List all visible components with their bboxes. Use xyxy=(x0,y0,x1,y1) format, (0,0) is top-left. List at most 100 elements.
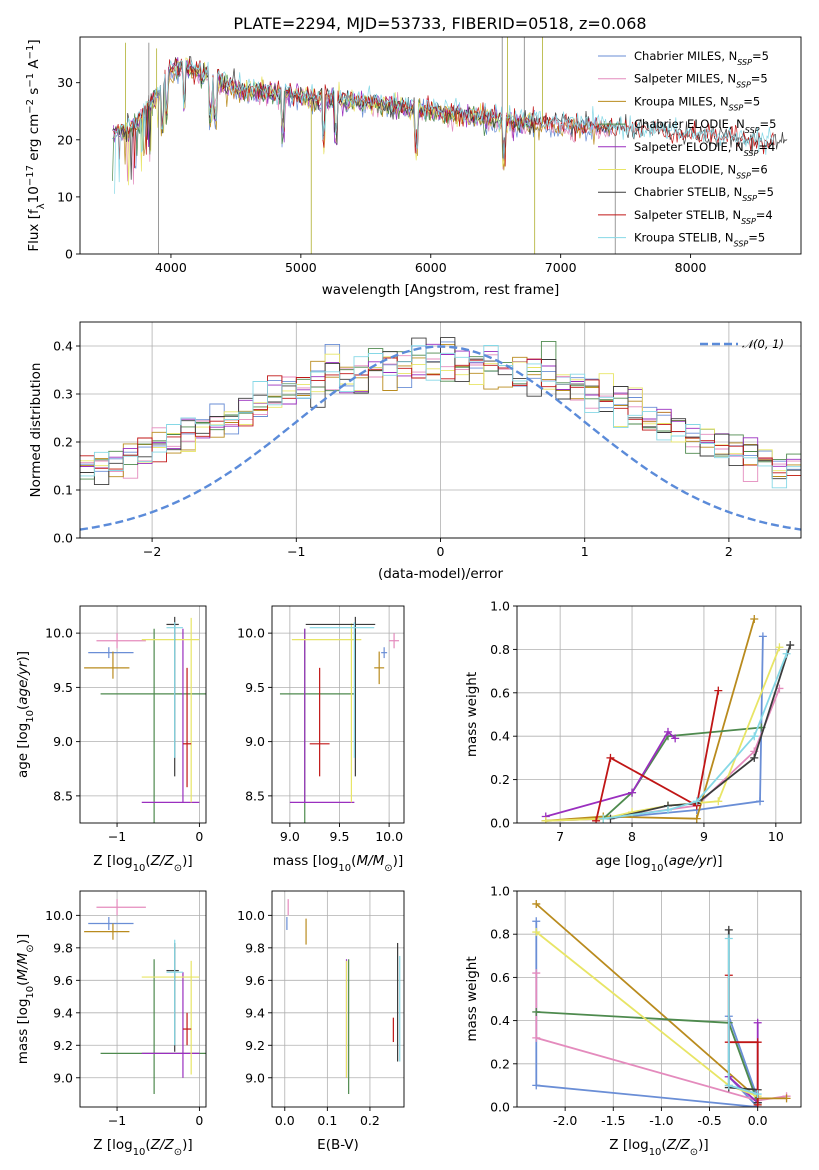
weight_vs_age-ylabel: mass weight xyxy=(464,672,480,757)
mass_vs_ebv-ytick-label: 9.6 xyxy=(245,973,265,988)
residual-hist-chabrier_stelib xyxy=(80,337,801,486)
spectrum-ylabel: Flux [fλ10−17 erg cm−2 s−1 A−1] xyxy=(25,39,47,251)
weight_vs_age-marker-chabrier_miles xyxy=(758,632,767,641)
weight_vs_age-xtick-label: 10 xyxy=(768,829,784,844)
weight_vs_Z-marker-kroupa_stelib xyxy=(724,1081,733,1090)
spectrum-xtick-label: 7000 xyxy=(545,260,577,275)
age_vs_mass-ytick-label: 8.5 xyxy=(245,788,265,803)
weight_vs_Z-ytick-label: 0.8 xyxy=(490,927,510,942)
legend-entry-chabrier_stelib: Chabrier STELIB, NSSP=5 xyxy=(634,185,774,203)
weight_vs_Z-ytick-label: 1.0 xyxy=(490,884,510,899)
mass_vs_Z-ylabel: mass [log10(M/M⊙)] xyxy=(15,934,36,1064)
weight_vs_Z-xtick-label: -1.0 xyxy=(649,1113,673,1128)
spectrum-xtick-label: 5000 xyxy=(285,260,317,275)
age_vs_mass-ytick-label: 10.0 xyxy=(237,626,265,641)
weight_vs_age-series-chabrier_miles xyxy=(545,636,764,822)
residuals-ytick-label: 0.1 xyxy=(53,483,73,498)
weight_vs_Z-xtick-label: 0.0 xyxy=(748,1113,768,1128)
legend-entry-kroupa_stelib: Kroupa STELIB, NSSP=5 xyxy=(634,231,765,249)
mass_vs_Z-panel: −1 0 9.0 9.2 9.4 9.6 9.8 10.0 Z [log10(Z/Z⊙)] mas… xyxy=(15,890,207,1158)
mass_vs_Z-xtick-label: 0 xyxy=(195,1113,203,1128)
weight_vs_Z-panel: -2.0 -1.5 -1.0 -0.5 0.0 0.0 0.2 0.4 0.6 0.8 1.0 Z [… xyxy=(464,884,802,1158)
weight_vs_Z-marker-salpeter_elodie xyxy=(753,1018,762,1027)
weight_vs_Z-marker-kroupa_miles xyxy=(782,1094,791,1103)
legend-entry-kroupa_elodie: Kroupa ELODIE, NSSP=6 xyxy=(634,163,768,181)
weight_vs_age-marker-kroupa_stelib xyxy=(599,814,608,823)
spectrum-xtick-label: 6000 xyxy=(415,260,447,275)
spectrum-frame xyxy=(79,36,802,255)
weight_vs_Z-series-kroupa_stelib xyxy=(727,938,758,1095)
residuals-ylabel: Normed distribution xyxy=(28,363,44,498)
mass_vs_Z-ytick-label: 9.8 xyxy=(53,940,73,955)
weight_vs_age-xtick-label: 7 xyxy=(556,829,564,844)
weight_vs_Z-xtick-label: -0.5 xyxy=(697,1113,721,1128)
weight_vs_age-ytick-label: 0.4 xyxy=(490,729,510,744)
spectrum-ytick-label: 0 xyxy=(65,247,73,262)
spectrum-series-salpeter_miles xyxy=(113,64,612,185)
weight_vs_Z-marker-chabrier_miles xyxy=(532,917,541,926)
residuals-xlabel: (data-model)/error xyxy=(378,566,504,582)
spectrum-plot-area xyxy=(112,37,788,254)
age_vs_mass-ytick-label: 9.0 xyxy=(245,734,265,749)
weight_vs_Z-marker-chabrier_stelib xyxy=(724,925,733,934)
weight_vs_age-marker-salpeter_stelib xyxy=(592,816,601,823)
legend-entry-chabrier_miles: Chabrier MILES, NSSP=5 xyxy=(634,49,769,67)
residual-hist-kroupa_stelib xyxy=(80,345,801,489)
residuals-xtick-label: 1 xyxy=(581,544,589,559)
residuals-ytick-label: 0.4 xyxy=(53,339,73,354)
mass_vs_ebv-ytick-label: 9.0 xyxy=(245,1070,265,1085)
mass_vs_ebv-ytick-label: 10.0 xyxy=(237,908,265,923)
weight_vs_age-panel: 7 8 9 10 0.0 0.2 0.4 0.6 0.8 1.0 age [log10(age/yr… xyxy=(464,599,802,874)
age_vs_mass-ytick-label: 9.5 xyxy=(245,680,265,695)
weight_vs_age-xtick-label: 9 xyxy=(700,829,708,844)
weight_vs_Z-ytick-label: 0.2 xyxy=(490,1056,510,1071)
weight_vs_age-xlabel: age [log10(age/yr)] xyxy=(595,853,722,874)
weight_vs_age-series-chabrier_elodie xyxy=(602,726,762,820)
weight_vs_Z-marker-salpeter_miles xyxy=(532,1033,541,1042)
age_vs_Z-ytick-label: 8.5 xyxy=(53,788,73,803)
weight_vs_age-marker-kroupa_elodie xyxy=(541,816,550,823)
weight_vs_age-plot-area xyxy=(541,615,795,823)
age_vs_Z-frame xyxy=(79,605,207,824)
age_vs_Z-panel: −1 0 8.5 9.0 9.5 10.0 Z [log10(Z/Z⊙)] age [log1… xyxy=(15,605,207,874)
legend-entry-kroupa_miles: Kroupa MILES, NSSP=5 xyxy=(634,94,760,112)
mass_vs_ebv-xtick-label: 0.2 xyxy=(360,1113,380,1128)
weight_vs_age-series-salpeter_stelib xyxy=(595,690,720,822)
mass_vs_ebv-xlabel: E(B-V) xyxy=(317,1137,359,1153)
age_vs_Z-plot-area xyxy=(84,616,206,823)
weight_vs_age-marker-chabrier_stelib xyxy=(750,753,759,762)
weight_vs_Z-marker-chabrier_miles xyxy=(532,1081,541,1090)
residuals-ytick-label: 0.0 xyxy=(53,531,73,546)
weight_vs_age-ytick-label: 0.6 xyxy=(490,685,510,700)
weight_vs_age-series-kroupa_elodie xyxy=(545,646,781,822)
weight_vs_Z-marker-chabrier_elodie xyxy=(532,1007,541,1016)
mass_vs_ebv-ytick-label: 9.8 xyxy=(245,940,265,955)
weight_vs_age-marker-kroupa_elodie xyxy=(775,643,784,652)
weight_vs_age-frame xyxy=(516,605,802,824)
weight_vs_Z-marker-kroupa_elodie xyxy=(532,928,541,937)
weight_vs_Z-plot-area xyxy=(532,899,791,1107)
weight_vs_age-ytick-label: 0.2 xyxy=(490,772,510,787)
age_vs_Z-ytick-label: 9.0 xyxy=(53,734,73,749)
residuals-panel: −2 −1 0 1 2 0.0 0.1 0.2 0.3 0.4 𝒩(0, 1) (data-model… xyxy=(28,321,802,582)
weight_vs_Z-ytick-label: 0.6 xyxy=(490,970,510,985)
weight_vs_Z-ylabel: mass weight xyxy=(464,956,480,1041)
age_vs_mass-plot-area xyxy=(279,616,400,823)
residuals-xtick-label: 2 xyxy=(725,544,733,559)
weight_vs_age-xtick-label: 8 xyxy=(628,829,636,844)
spectrum-ytick-label: 10 xyxy=(57,189,73,204)
weight_vs_Z-ytick-label: 0.0 xyxy=(490,1100,510,1115)
weight_vs_Z-marker-salpeter_stelib xyxy=(753,1038,762,1047)
age_vs_Z-xtick-label: −1 xyxy=(108,829,126,844)
age_vs_mass-xlabel: mass [log10(M/M⊙)] xyxy=(273,853,403,874)
weight_vs_Z-marker-kroupa_miles xyxy=(532,899,541,908)
mass_vs_Z-ytick-label: 9.6 xyxy=(53,973,73,988)
weight_vs_age-marker-kroupa_elodie xyxy=(714,797,723,806)
mass_vs_ebv-ytick-label: 9.2 xyxy=(245,1038,265,1053)
residuals-plot-area xyxy=(80,337,801,531)
legend-entry-salpeter_miles: Salpeter MILES, NSSP=5 xyxy=(634,72,768,90)
age_vs_mass-xtick-label: 9.5 xyxy=(330,829,350,844)
weight_vs_age-marker-salpeter_elodie xyxy=(628,788,637,797)
mass_vs_ebv-plot-area xyxy=(286,899,401,1095)
